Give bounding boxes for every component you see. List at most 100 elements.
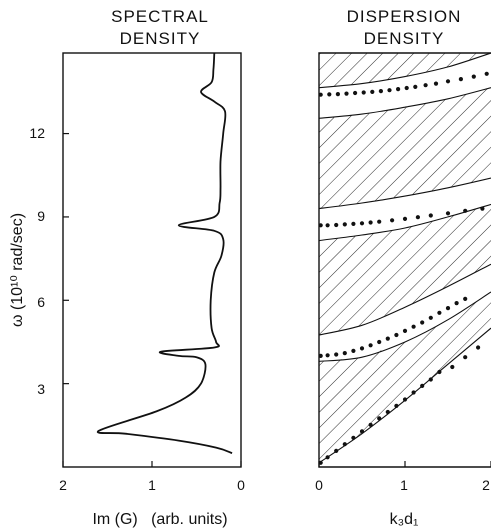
dispersion-dot [368, 220, 373, 225]
dispersion-hatched-band [319, 204, 491, 335]
dispersion-dot [351, 348, 356, 353]
dispersion-dot [463, 208, 468, 213]
dispersion-dot [377, 339, 382, 345]
dispersion-dot [319, 223, 323, 228]
dispersion-dot [385, 409, 390, 415]
dispersion-x-axis-label: k₃d₁ [390, 511, 419, 528]
dispersion-dot [334, 222, 339, 228]
dispersion-dot [433, 81, 439, 86]
spectral-ytick-3: 3 [37, 381, 45, 397]
spectral-xtick-2: 2 [59, 477, 67, 493]
dispersion-dot [445, 79, 451, 84]
dispersion-dot [335, 92, 340, 97]
dispersion-dot [387, 88, 392, 93]
dispersion-dot [413, 84, 418, 89]
dispersion-band-edge [319, 291, 491, 362]
spectral-xtick-1: 1 [148, 477, 156, 493]
dispersion-dot [390, 218, 395, 223]
dispersion-title-line1: DISPERSION [347, 7, 462, 26]
dispersion-dot [325, 353, 330, 358]
dispersion-bands [319, 53, 491, 464]
spectral-x-axis-label: Im (G) (arb. units) [92, 511, 227, 528]
dispersion-dot [454, 301, 459, 306]
spectral-title-line1: SPECTRAL [111, 7, 209, 26]
dispersion-dot [463, 296, 468, 301]
dispersion-dot [471, 74, 476, 79]
dispersion-dot [396, 87, 401, 92]
dispersion-dot [319, 92, 323, 97]
dispersion-dot [370, 89, 375, 94]
dispersion-hatched-band [319, 87, 491, 209]
dispersion-dot [411, 324, 416, 329]
dispersion-dots [319, 71, 489, 465]
dispersion-dot [368, 422, 373, 427]
dispersion-dot [351, 435, 356, 440]
dispersion-dot [342, 222, 347, 227]
dispersion-dot [359, 346, 365, 351]
dispersion-xtick-1: 1 [400, 477, 408, 493]
dispersion-dot [385, 336, 390, 341]
dispersion-title-line2: DENSITY [364, 29, 445, 48]
dispersion-dot [325, 223, 330, 228]
dispersion-dot [334, 352, 339, 357]
dispersion-dot [420, 383, 425, 388]
dispersion-dot [445, 306, 451, 311]
dispersion-dot [327, 92, 332, 97]
spectral-density-curve [96, 52, 233, 454]
dispersion-dot [411, 390, 416, 395]
dispersion-band-edge [319, 87, 491, 119]
dispersion-dot [437, 310, 442, 315]
dispersion-dot [319, 460, 323, 465]
dispersion-band-edge [319, 203, 491, 242]
dispersion-dot [402, 328, 408, 333]
dispersion-dot [394, 332, 399, 338]
dispersion-dot [428, 315, 433, 320]
dispersion-dot [351, 221, 356, 226]
dispersion-dot [458, 77, 463, 82]
dispersion-dot [319, 353, 323, 358]
dispersion-dot [359, 221, 365, 226]
spectral-ytick-6: 6 [37, 294, 45, 310]
dispersion-dot [445, 211, 451, 216]
dispersion-dot [437, 369, 442, 375]
dispersion-dot [377, 219, 382, 224]
dispersion-dot [428, 377, 433, 382]
dispersion-dot [394, 403, 399, 408]
dispersion-dot [325, 455, 330, 460]
dispersion-tick-marks [318, 461, 491, 467]
dispersion-dot [359, 429, 365, 434]
dispersion-hatched-band [319, 292, 491, 463]
dispersion-dot [334, 448, 339, 453]
dispersion-dot [361, 90, 366, 95]
spectral-title-line2: DENSITY [120, 29, 201, 48]
dispersion-dot [344, 91, 349, 96]
dispersion-dot [378, 89, 383, 94]
dispersion-dot [404, 85, 409, 91]
dispersion-dot [377, 416, 382, 421]
spectral-xtick-0: 0 [237, 477, 245, 493]
dispersion-dot [368, 343, 373, 348]
dispersion-dot [353, 90, 358, 96]
spectral-tick-marks [62, 132, 242, 467]
dispersion-dot [484, 71, 489, 76]
dispersion-dot [415, 215, 420, 220]
dispersion-dot [342, 351, 347, 356]
dispersion-band-edge [319, 53, 491, 89]
dispersion-dot [402, 397, 408, 402]
spectral-y-axis-label: ω (10¹⁰ rad/sec) [9, 213, 26, 327]
dispersion-dot [423, 83, 428, 88]
dispersion-band-edge [319, 177, 491, 210]
dispersion-density-panel: DISPERSION DENSITY 0 1 2 k₃d₁ [315, 7, 491, 528]
spectral-ytick-9: 9 [37, 208, 45, 224]
dispersion-xtick-0: 0 [315, 477, 323, 493]
spectral-density-panel: SPECTRAL DENSITY 2 1 0 3 6 9 12 ω (10¹⁰ … [9, 7, 245, 528]
dispersion-dot [402, 216, 408, 221]
dispersion-dot [476, 345, 481, 350]
dispersion-dot [420, 320, 425, 325]
dispersion-hatched-band [319, 53, 491, 88]
dispersion-xtick-2: 2 [482, 477, 490, 493]
spectral-plot-frame [62, 52, 242, 468]
dispersion-dot [428, 213, 433, 218]
spectral-ytick-12: 12 [29, 125, 45, 141]
